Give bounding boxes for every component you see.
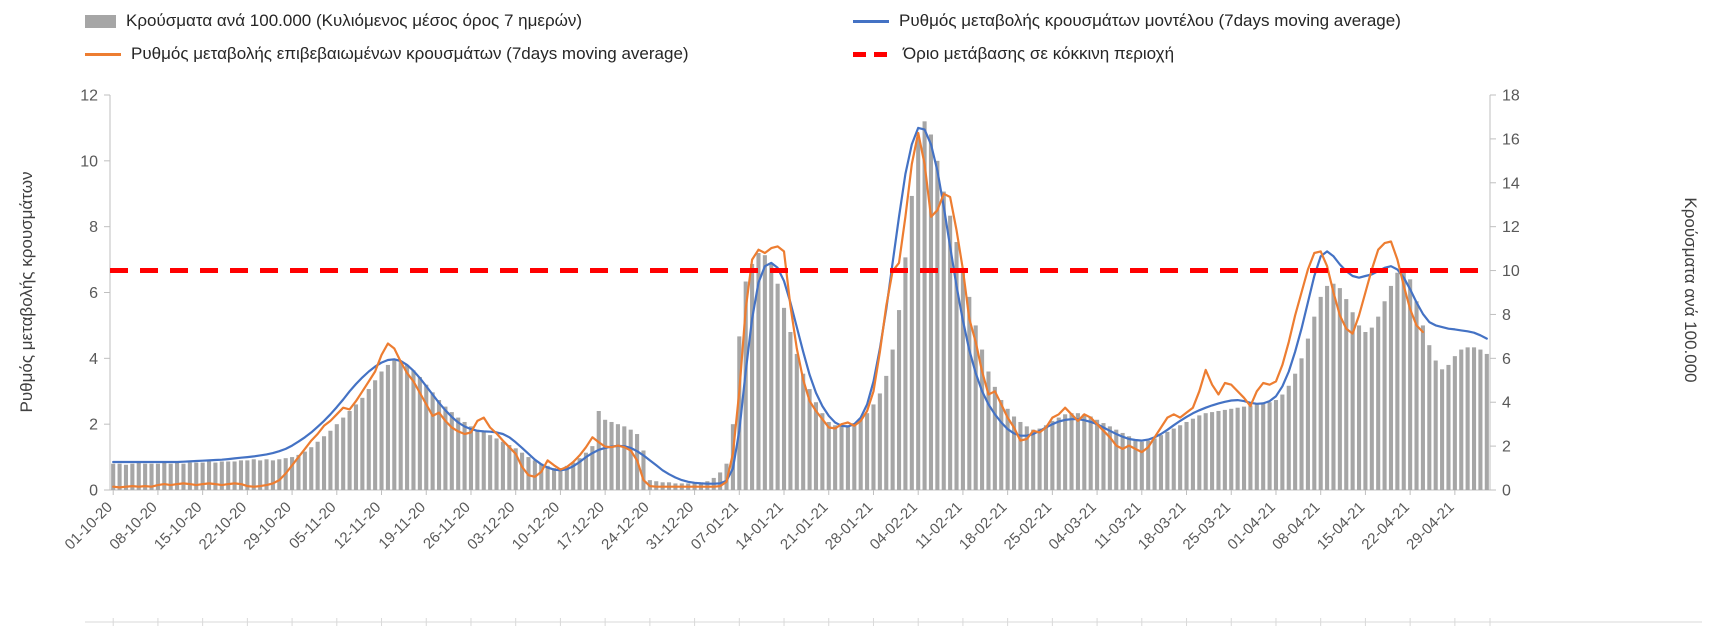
svg-text:15-10-20: 15-10-20 — [151, 499, 205, 553]
svg-text:19-11-20: 19-11-20 — [375, 499, 429, 553]
svg-text:14-01-21: 14-01-21 — [732, 499, 786, 553]
svg-text:01-04-21: 01-04-21 — [1224, 499, 1278, 553]
svg-text:18-03-21: 18-03-21 — [1135, 499, 1189, 553]
svg-text:8: 8 — [1502, 307, 1511, 324]
svg-text:08-10-20: 08-10-20 — [106, 499, 160, 553]
svg-text:8: 8 — [89, 219, 98, 236]
svg-text:03-12-20: 03-12-20 — [464, 499, 518, 553]
legend-label-model-rate: Ρυθμός μεταβολής κρουσμάτων μοντέλου (7d… — [899, 11, 1401, 30]
model-line-swatch-icon — [853, 19, 889, 23]
svg-text:10: 10 — [1502, 263, 1520, 280]
svg-text:11-03-21: 11-03-21 — [1091, 499, 1145, 553]
left-axis-title: Ρυθμός μεταβολής κρουσμάτων — [17, 171, 36, 413]
svg-text:04-03-21: 04-03-21 — [1045, 499, 1099, 553]
svg-text:0: 0 — [1502, 483, 1511, 500]
left-axis-tick-labels: 0 2 4 6 8 10 12 — [80, 88, 98, 500]
threshold-swatch-icon — [853, 51, 893, 57]
svg-text:29-04-21: 29-04-21 — [1403, 499, 1457, 553]
svg-text:2: 2 — [1502, 439, 1511, 456]
svg-text:10-12-20: 10-12-20 — [509, 499, 563, 553]
svg-text:25-03-21: 25-03-21 — [1180, 499, 1234, 553]
svg-text:2: 2 — [89, 417, 98, 434]
svg-text:14: 14 — [1502, 175, 1520, 192]
confirmed-rate-line — [112, 131, 1424, 489]
svg-text:12: 12 — [1502, 219, 1520, 236]
model-rate-line — [112, 126, 1488, 485]
svg-text:07-01-21: 07-01-21 — [688, 499, 742, 553]
svg-text:18: 18 — [1502, 88, 1520, 105]
x-axis-tick-labels: 01-10-2008-10-2015-10-2022-10-2029-10-20… — [62, 499, 1458, 553]
svg-text:4: 4 — [1502, 395, 1511, 412]
bar-series-swatch-icon — [85, 14, 116, 28]
svg-text:22-10-20: 22-10-20 — [196, 499, 250, 553]
svg-text:15-04-21: 15-04-21 — [1314, 499, 1368, 553]
svg-text:24-12-20: 24-12-20 — [598, 499, 652, 553]
svg-text:31-12-20: 31-12-20 — [643, 499, 697, 553]
svg-text:10: 10 — [80, 153, 98, 170]
svg-text:29-10-20: 29-10-20 — [240, 499, 294, 553]
svg-text:6: 6 — [1502, 351, 1511, 368]
svg-text:21-01-21: 21-01-21 — [777, 499, 831, 553]
legend-item-model-rate: Ρυθμός μεταβολής κρουσμάτων μοντέλου (7d… — [853, 8, 1401, 34]
legend-label-red-threshold: Όριο μετάβασης σε κόκκινη περιοχή — [903, 44, 1175, 63]
svg-text:17-12-20: 17-12-20 — [553, 499, 607, 553]
confirmed-line-swatch-icon — [85, 52, 121, 56]
svg-text:05-11-20: 05-11-20 — [286, 499, 340, 553]
svg-text:01-10-20: 01-10-20 — [62, 499, 116, 553]
legend-item-red-threshold: Όριο μετάβασης σε κόκκινη περιοχή — [853, 41, 1174, 67]
right-axis-tick-labels: 0 2 4 6 8 10 12 14 16 18 — [1502, 88, 1520, 500]
svg-text:08-04-21: 08-04-21 — [1269, 499, 1323, 553]
legend-label-confirmed-rate: Ρυθμός μεταβολής επιβεβαιωμένων κρουσμάτ… — [131, 44, 689, 63]
svg-text:26-11-20: 26-11-20 — [420, 499, 474, 553]
svg-text:0: 0 — [89, 483, 98, 500]
svg-text:04-02-21: 04-02-21 — [867, 499, 921, 553]
legend-label-cases-bars: Κρούσματα ανά 100.000 (Κυλιόμενος μέσος … — [126, 11, 583, 30]
svg-text:22-04-21: 22-04-21 — [1358, 499, 1412, 553]
svg-text:28-01-21: 28-01-21 — [822, 499, 876, 553]
svg-text:12-11-20: 12-11-20 — [331, 499, 385, 553]
svg-text:18-02-21: 18-02-21 — [956, 499, 1010, 553]
svg-text:11-02-21: 11-02-21 — [912, 499, 966, 553]
legend-item-cases-bars: Κρούσματα ανά 100.000 (Κυλιόμενος μέσος … — [85, 8, 582, 34]
axes — [104, 94, 1496, 495]
legend-item-confirmed-rate: Ρυθμός μεταβολής επιβεβαιωμένων κρουσμάτ… — [85, 41, 689, 67]
svg-text:25-02-21: 25-02-21 — [1001, 499, 1055, 553]
svg-text:16: 16 — [1502, 131, 1520, 148]
svg-text:4: 4 — [89, 351, 98, 368]
svg-text:12: 12 — [80, 88, 98, 105]
svg-text:6: 6 — [89, 285, 98, 302]
bottom-axis-strip — [85, 618, 1702, 626]
right-axis-title: Κρούσματα ανά 100.000 — [1681, 197, 1700, 383]
